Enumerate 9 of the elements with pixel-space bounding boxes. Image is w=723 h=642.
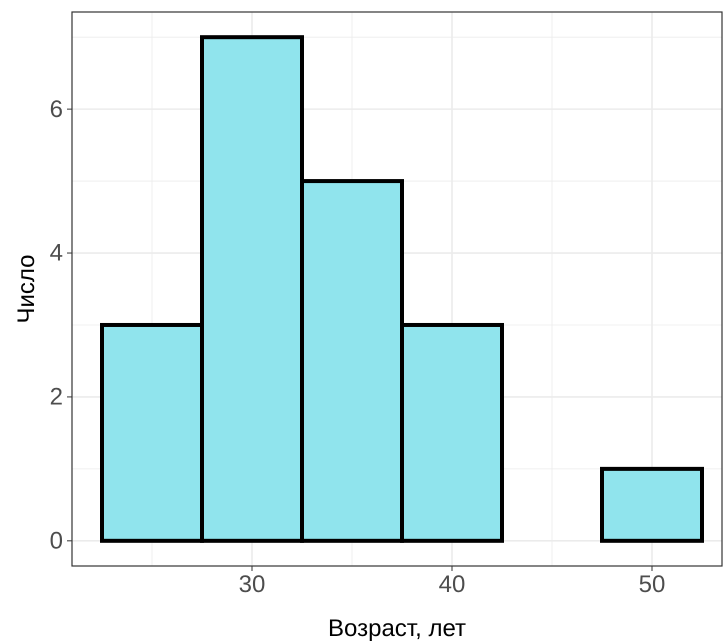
y-tick-label: 2 [50, 384, 63, 411]
y-tick-label: 6 [50, 96, 63, 123]
y-tick-label: 4 [50, 240, 63, 267]
x-tick-label: 50 [638, 571, 666, 598]
x-tick-label: 30 [238, 571, 266, 598]
y-axis-title: Число [13, 254, 40, 324]
y-tick-label: 0 [50, 528, 63, 554]
x-tick-label: 40 [438, 571, 466, 598]
x-axis-title: Возраст, лет [328, 615, 466, 642]
